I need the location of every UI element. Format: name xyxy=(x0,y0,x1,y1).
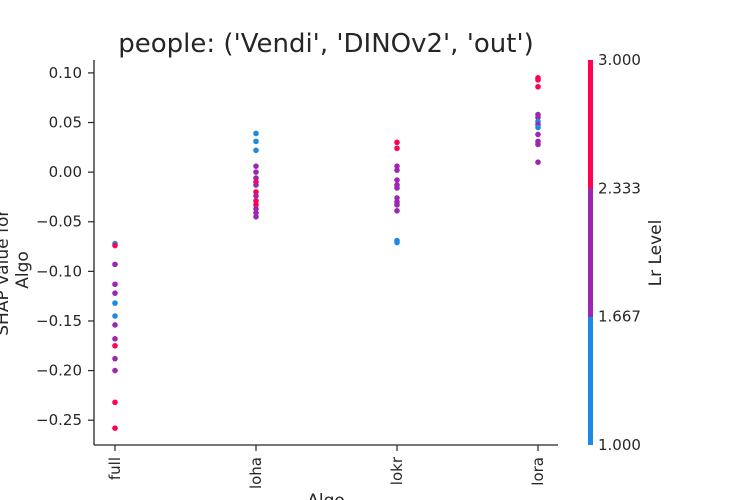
data-point xyxy=(535,141,541,148)
colorbar-tick-label: 1.000 xyxy=(598,436,641,454)
data-point xyxy=(253,163,259,169)
x-tick-label: lokr xyxy=(388,456,406,485)
data-point xyxy=(394,195,400,201)
data-point xyxy=(535,131,541,138)
y-tick-label: −0.10 xyxy=(36,262,82,280)
data-point xyxy=(535,124,541,131)
data-point xyxy=(253,169,259,175)
data-point xyxy=(112,342,118,349)
data-point xyxy=(112,242,118,249)
data-point xyxy=(112,261,118,268)
data-point xyxy=(394,177,400,183)
y-axis-label: SHAP value for Algo xyxy=(0,204,33,335)
data-point xyxy=(112,355,118,362)
data-point xyxy=(253,147,259,154)
y-tick-label: −0.20 xyxy=(36,362,82,380)
data-point xyxy=(394,145,400,152)
data-point xyxy=(394,202,400,208)
data-point xyxy=(253,138,259,145)
colorbar: 3.000 2.333 1.667 1.000 Lr Level xyxy=(588,51,666,454)
data-point xyxy=(535,114,541,121)
data-point xyxy=(394,139,400,146)
x-axis-label: Algo xyxy=(307,491,345,500)
y-tick-label: −0.05 xyxy=(36,213,82,231)
data-point xyxy=(253,198,259,204)
y-tick-label: −0.25 xyxy=(36,411,82,429)
colorbar-segment-low xyxy=(588,317,593,445)
data-point xyxy=(535,77,541,83)
data-point xyxy=(253,175,259,181)
data-point xyxy=(112,322,118,328)
data-point xyxy=(112,399,118,406)
data-point xyxy=(253,202,259,208)
colorbar-segment-mid xyxy=(588,188,593,317)
data-point xyxy=(112,336,118,342)
data-point xyxy=(253,182,259,188)
data-point xyxy=(253,130,259,137)
data-point xyxy=(394,185,400,191)
data-point xyxy=(535,83,541,90)
y-tick-label: 0.10 xyxy=(49,64,82,82)
data-point xyxy=(112,367,118,374)
data-point xyxy=(394,239,400,246)
y-axis-label-line-2: Algo xyxy=(13,251,33,289)
data-point xyxy=(253,206,259,212)
data-point xyxy=(112,425,118,431)
data-point xyxy=(394,208,400,214)
data-point xyxy=(253,210,259,216)
y-tick-label: 0.00 xyxy=(49,163,82,181)
data-point xyxy=(112,290,118,296)
y-axis-label-line-1: SHAP value for xyxy=(0,210,13,336)
data-point xyxy=(394,167,400,173)
data-point xyxy=(253,189,259,195)
colorbar-tick-label: 2.333 xyxy=(598,179,641,197)
colorbar-segment-high xyxy=(588,60,593,188)
chart-title: people: ('Vendi', 'DINOv2', 'out') xyxy=(118,29,533,59)
data-point xyxy=(394,163,400,169)
data-point xyxy=(112,281,118,288)
x-tick-label: lora xyxy=(529,457,547,486)
x-tick-label: loha xyxy=(247,457,265,489)
colorbar-tick-label: 3.000 xyxy=(598,51,641,69)
data-points xyxy=(112,75,541,431)
y-tick-label: −0.15 xyxy=(36,312,82,330)
y-axis: 0.10 0.05 0.00 −0.05 −0.10 −0.15 −0.20 −0.25 SH… xyxy=(0,60,95,445)
colorbar-label: Lr Level xyxy=(646,220,666,287)
data-point xyxy=(112,313,118,319)
data-point xyxy=(253,193,259,199)
x-tick-label: full xyxy=(106,457,124,480)
data-point xyxy=(112,300,118,306)
x-axis: full loha lokr lora Algo xyxy=(94,444,558,500)
data-point xyxy=(535,159,541,166)
colorbar-tick-label: 1.667 xyxy=(598,308,641,326)
data-point xyxy=(253,213,259,220)
y-tick-label: 0.05 xyxy=(49,114,82,132)
